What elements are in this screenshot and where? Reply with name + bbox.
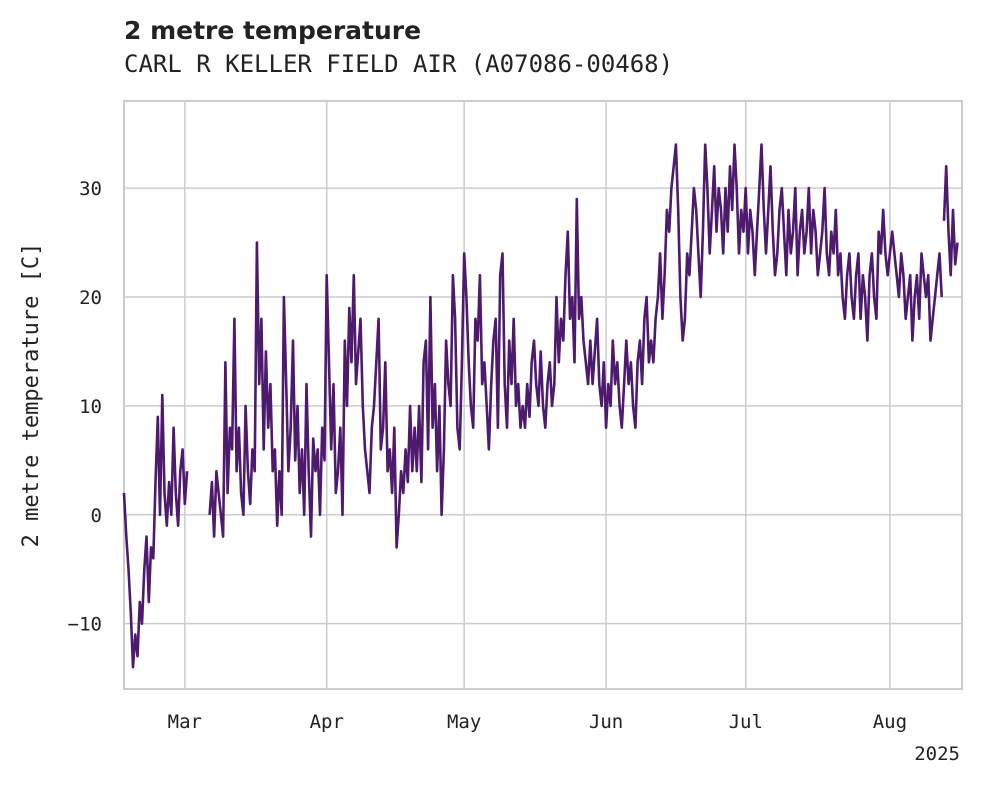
y-axis-ticks: −10 0 10 20 30 — [68, 178, 102, 636]
y-tick-label: 30 — [79, 178, 102, 200]
temperature-line-segment — [122, 393, 189, 669]
x-axis-year-label: 2025 — [914, 743, 960, 765]
x-tick-label: Aug — [873, 711, 907, 733]
temperature-line-segment — [942, 165, 959, 277]
series-group — [122, 143, 959, 669]
y-tick-label: 0 — [91, 505, 102, 527]
chart-subtitle: CARL R KELLER FIELD AIR (A07086-00468) — [124, 50, 674, 78]
temperature-line-segment — [208, 143, 943, 549]
y-tick-label: 10 — [79, 396, 102, 418]
y-tick-label: −10 — [68, 614, 102, 636]
x-tick-label: Mar — [168, 711, 202, 733]
y-axis-label: 2 metre temperature [C] — [19, 243, 44, 548]
x-tick-label: Apr — [310, 711, 344, 733]
y-tick-label: 20 — [79, 287, 102, 309]
x-tick-label: Jun — [589, 711, 623, 733]
x-tick-label: Jul — [729, 711, 763, 733]
plot-frame — [123, 100, 963, 690]
chart-title: 2 metre temperature — [124, 16, 422, 45]
x-tick-label: May — [447, 711, 481, 733]
x-axis-ticks: Mar Apr May Jun Jul Aug — [168, 711, 907, 733]
